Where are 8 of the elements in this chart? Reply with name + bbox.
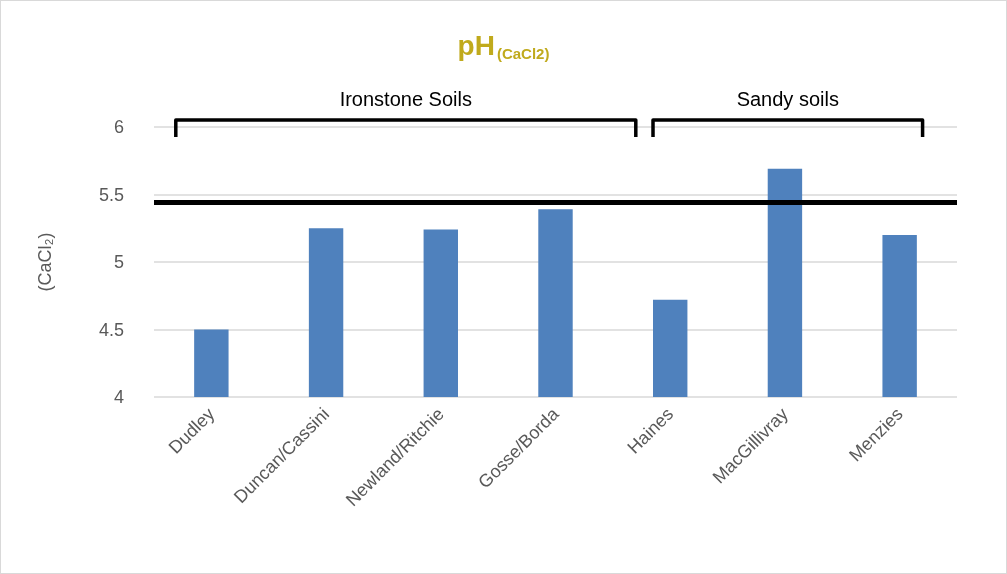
y-axis-title: (CaCl₂) (35, 232, 55, 292)
y-tick-label: 6 (113, 117, 124, 137)
y-tick-label: 4.5 (98, 319, 124, 340)
text: Ironstone Soils (339, 88, 472, 110)
y-tick-label: 5.5 (98, 184, 124, 205)
text: Sandy soils (736, 88, 839, 110)
y-tick-label: 5 (113, 252, 124, 272)
y-tick-label: 4 (113, 387, 124, 407)
